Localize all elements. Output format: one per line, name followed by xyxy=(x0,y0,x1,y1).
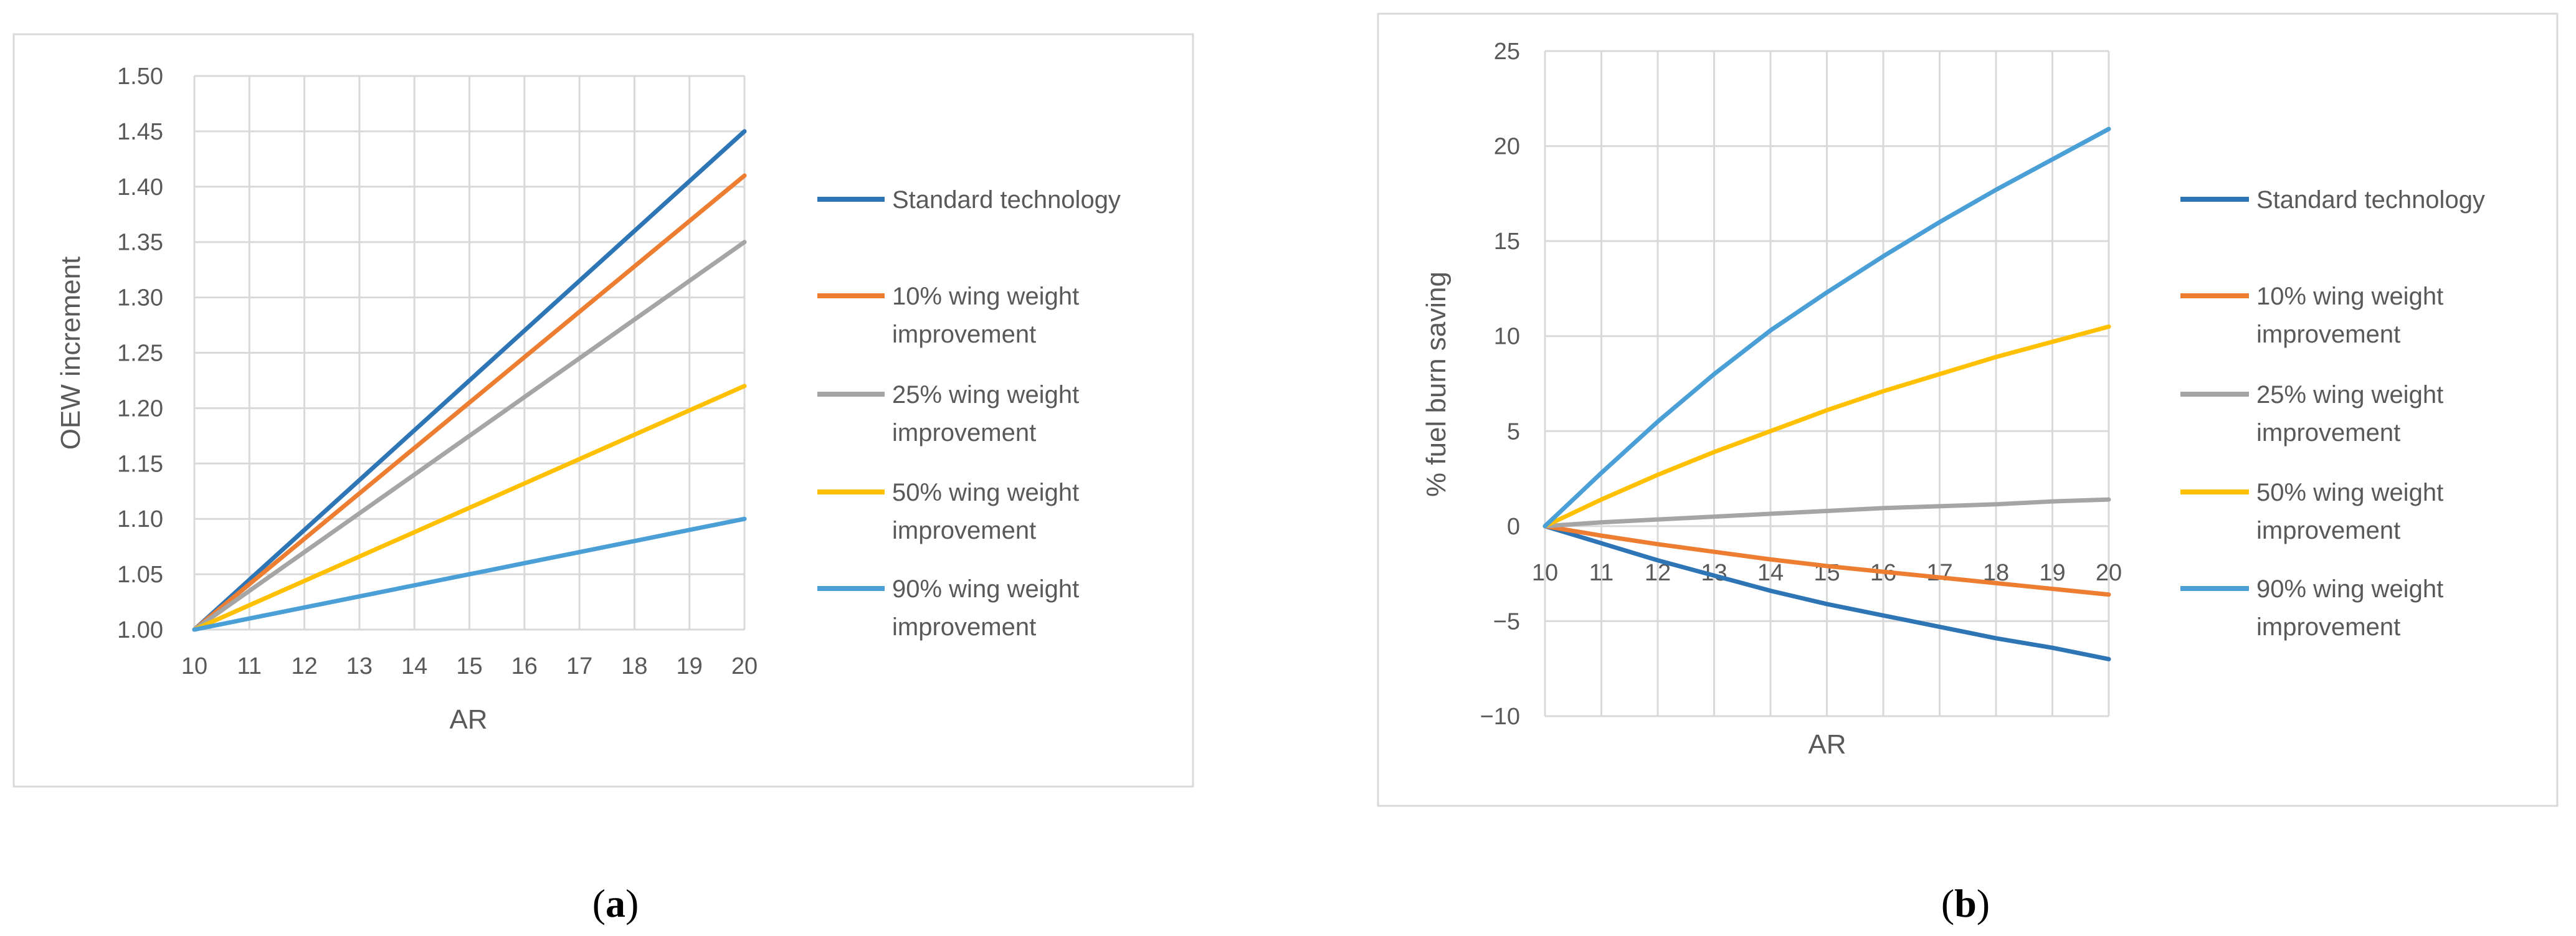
y-tick-label: 15 xyxy=(1494,229,1520,255)
x-tick-label: 14 xyxy=(401,653,427,679)
y-tick-label: −5 xyxy=(1493,608,1520,635)
figure-caption-a: (a) xyxy=(592,881,639,925)
caption-open-paren: ( xyxy=(592,881,606,925)
y-tick-label: 1.30 xyxy=(117,285,163,311)
x-tick-label: 20 xyxy=(2096,560,2122,586)
y-tick-label: 25 xyxy=(1494,39,1520,65)
legend-label-w90: 90% wing weight xyxy=(2256,575,2443,603)
y-tick-label: 1.05 xyxy=(117,562,163,588)
caption-close-paren: ) xyxy=(1977,881,1990,925)
caption-close-paren: ) xyxy=(625,881,639,925)
y-tick-label: 1.15 xyxy=(117,451,163,477)
y-tick-label: 1.10 xyxy=(117,506,163,532)
y-axis-title: % fuel burn saving xyxy=(1421,272,1452,497)
x-tick-label: 15 xyxy=(456,653,482,679)
legend-label-w50: improvement xyxy=(2256,517,2400,544)
series-line-standard xyxy=(192,129,747,632)
x-tick-label: 11 xyxy=(237,653,262,679)
y-tick-label: 0 xyxy=(1507,514,1520,540)
caption-open-paren: ( xyxy=(1941,881,1954,925)
x-tick-label: 11 xyxy=(1589,560,1614,586)
y-tick-label: 1.35 xyxy=(117,230,163,256)
legend-label-w90: 90% wing weight xyxy=(892,575,1079,603)
series-line-w90 xyxy=(192,516,747,632)
caption-letter: a xyxy=(606,881,625,925)
legend-label-w90: improvement xyxy=(892,613,1036,641)
x-tick-label: 17 xyxy=(1926,560,1952,586)
x-tick-label: 12 xyxy=(291,653,317,679)
legend-b: Standard technology 10% wing weight improv… xyxy=(2180,186,2485,641)
x-tick-label: 10 xyxy=(1532,560,1558,586)
legend-label-w50: improvement xyxy=(892,517,1036,544)
y-tick-label: 1.40 xyxy=(117,174,163,201)
x-tick-label: 20 xyxy=(731,653,758,679)
y-tick-label: −10 xyxy=(1480,704,1520,730)
y-axis-title: OEW increment xyxy=(55,257,86,450)
legend-label-w25: improvement xyxy=(892,419,1036,447)
caption-letter: b xyxy=(1954,881,1977,925)
legend-a: Standard technology 10% wing weight improv… xyxy=(817,186,1121,641)
y-tick-label: 1.25 xyxy=(117,341,163,367)
series-line-w90 xyxy=(1542,126,2111,529)
legend-label-w10: improvement xyxy=(892,321,1036,348)
x-tick-label: 10 xyxy=(181,653,207,679)
legend-label-w10: improvement xyxy=(2256,321,2400,348)
legend-label-w10: 10% wing weight xyxy=(2256,283,2443,310)
series-group-a xyxy=(192,129,747,632)
legend-label-w50: 50% wing weight xyxy=(2256,479,2443,506)
chart-b: 10 11 12 13 14 15 16 17 18 19 20−10−50510152025AR%… xyxy=(1377,12,2559,925)
legend-label-standard: Standard technology xyxy=(2256,186,2485,214)
y-tick-label: 1.45 xyxy=(117,119,163,145)
figure-caption-b: (b) xyxy=(1941,881,1990,925)
y-tick-label: 10 xyxy=(1494,324,1520,350)
x-axis-title: AR xyxy=(449,704,487,735)
y-tick-label: 1.00 xyxy=(117,617,163,643)
x-tick-label: 19 xyxy=(677,653,703,679)
y-tick-label: 5 xyxy=(1507,418,1520,445)
legend-label-w90: improvement xyxy=(2256,613,2400,641)
series-line-w25 xyxy=(1542,497,2111,529)
x-tick-label: 13 xyxy=(346,653,373,679)
series-line-standard xyxy=(1542,524,2111,661)
series-line-w10 xyxy=(1542,524,2111,597)
series-group-b xyxy=(1542,126,2111,661)
chart-frame-a xyxy=(12,33,1194,788)
legend-label-standard: Standard technology xyxy=(892,186,1121,214)
x-tick-label: 17 xyxy=(566,653,592,679)
series-line-w25 xyxy=(192,240,747,632)
legend-label-w50: 50% wing weight xyxy=(892,479,1079,506)
x-tick-label: 14 xyxy=(1757,560,1784,586)
legend-label-w25: improvement xyxy=(2256,419,2400,447)
x-tick-label: 18 xyxy=(621,653,647,679)
legend-label-w10: 10% wing weight xyxy=(892,283,1079,310)
y-tick-label: 1.20 xyxy=(117,395,163,422)
y-tick-label: 1.50 xyxy=(117,64,163,90)
gridlines-a xyxy=(193,75,746,631)
x-tick-label: 19 xyxy=(2039,560,2065,586)
series-line-w50 xyxy=(192,384,747,632)
legend-label-w25: 25% wing weight xyxy=(892,381,1079,409)
chart-a: 10 11 12 13 14 15 16 17 18 19 20 1.00 1.05 1.10 1.15 1.… xyxy=(12,33,1194,925)
gridlines-b xyxy=(1544,50,2110,717)
series-line-w10 xyxy=(192,173,747,632)
legend-label-w25: 25% wing weight xyxy=(2256,381,2443,409)
chart-frame-b xyxy=(1377,12,2559,807)
x-tick-label: 16 xyxy=(511,653,538,679)
x-axis-title: AR xyxy=(1808,729,1846,760)
y-tick-label: 20 xyxy=(1494,134,1520,160)
series-line-w50 xyxy=(1542,324,2111,529)
